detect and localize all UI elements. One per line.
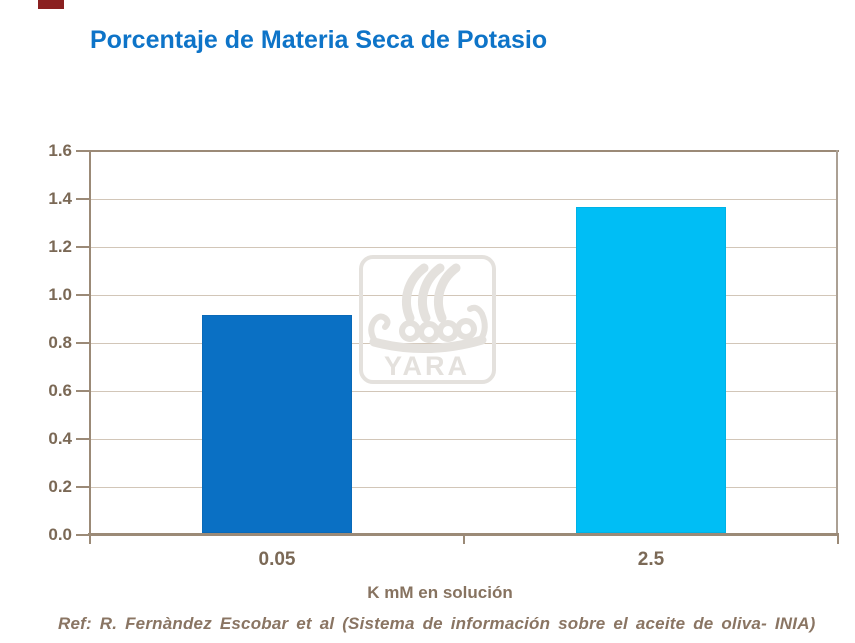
- y-tick-1.0: [76, 294, 90, 296]
- y-tick-1.6: [76, 150, 90, 152]
- y-tick-label-1.6: 1.6: [48, 141, 72, 160]
- y-tick-0.6: [76, 390, 90, 392]
- y-tick-label-0.0: 0.0: [48, 525, 72, 544]
- plot-border-top: [89, 150, 839, 152]
- y-tick-label-0.8: 0.8: [48, 333, 72, 352]
- shield-4: [455, 318, 477, 340]
- gridline-1.4: [91, 198, 836, 200]
- slide-accent-mark: [38, 0, 64, 9]
- y-tick-1.2: [76, 246, 90, 248]
- y-tick-label-0.4: 0.4: [48, 429, 72, 448]
- y-tick-1.4: [76, 198, 90, 200]
- x-axis-line: [88, 533, 839, 536]
- chart-title: Porcentaje de Materia Seca de Potasio: [90, 26, 548, 54]
- y-tick-label-1.0: 1.0: [48, 285, 72, 304]
- x-category-label-2.5: 2.5: [637, 549, 665, 570]
- plot-border-left: [89, 150, 91, 535]
- gridline-0.6: [91, 390, 836, 392]
- sail-stroke-1: [402, 263, 429, 323]
- shield-3: [437, 320, 459, 342]
- watermark-brand-text: YARA: [384, 351, 470, 381]
- y-tick-0.2: [76, 486, 90, 488]
- shield-1: [399, 320, 421, 342]
- y-tick-0.4: [76, 438, 90, 440]
- x-axis-title: K mM en solución: [367, 583, 513, 602]
- y-tick-0.0: [76, 534, 90, 536]
- bar-2.5: [576, 206, 726, 533]
- watermark-frame: [359, 255, 496, 384]
- y-tick-label-1.4: 1.4: [48, 189, 72, 208]
- x-tick-2: [837, 536, 839, 544]
- shield-2: [418, 321, 440, 343]
- gridline-1.0: [91, 294, 836, 296]
- y-tick-label-1.2: 1.2: [48, 237, 72, 256]
- sail-stroke-2: [418, 263, 445, 323]
- ship-prow-left: [368, 313, 391, 344]
- y-tick-label-0.2: 0.2: [48, 477, 72, 496]
- x-tick-0: [89, 536, 91, 544]
- ship-prow-right: [467, 304, 488, 342]
- x-category-label-0.05: 0.05: [258, 549, 296, 570]
- bar-0.05: [202, 314, 352, 533]
- gridline-0.4: [91, 438, 836, 440]
- ship-hull: [369, 335, 487, 354]
- x-tick-1: [463, 536, 465, 544]
- y-tick-label-0.6: 0.6: [48, 381, 72, 400]
- sail-stroke-3: [434, 263, 461, 323]
- gridline-0.2: [91, 486, 836, 488]
- plot-border-right: [836, 150, 838, 535]
- reference-footnote: Ref: R. Fernàndez Escobar et al (Sistema…: [58, 614, 816, 633]
- gridline-1.2: [91, 246, 836, 248]
- yara-watermark-logo: YARA: [359, 255, 496, 384]
- y-tick-0.8: [76, 342, 90, 344]
